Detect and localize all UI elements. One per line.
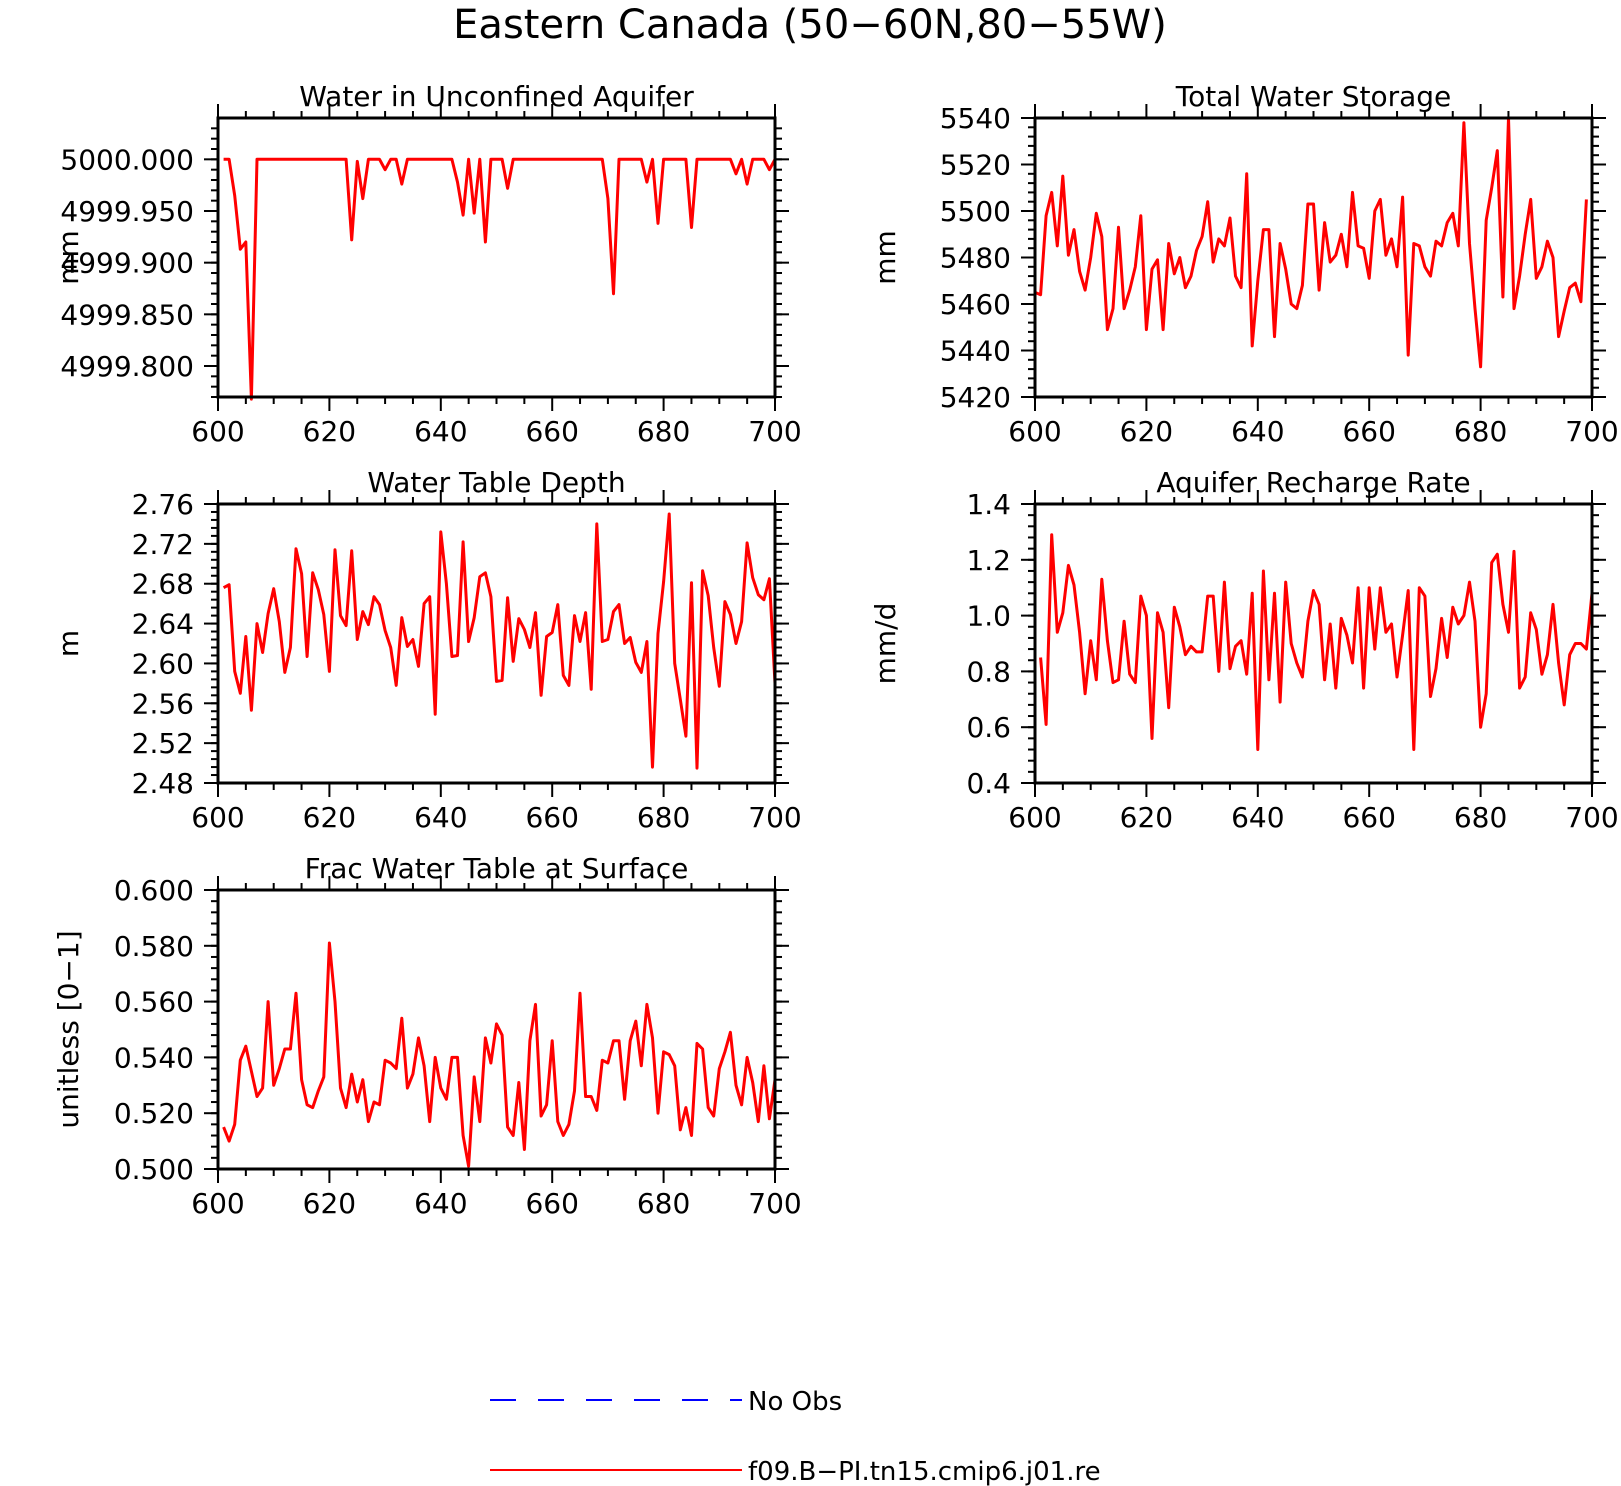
series-line [1034,116,1588,369]
y-tick-label: 0.580 [114,930,194,963]
y-tick-label: 0.560 [114,986,194,1019]
y-tick-label: 4999.950 [60,195,194,228]
x-tick-label: 600 [191,801,244,834]
y-tick-label: 5420 [940,381,1011,414]
plot-frame [216,116,777,399]
x-tick-label: 600 [191,415,244,448]
y-tick-label: 5480 [940,242,1011,275]
y-tick-label: 0.540 [114,1041,194,1074]
x-tick-label: 620 [303,1187,356,1220]
y-tick-label: 2.48 [132,767,194,800]
series-line [222,512,777,770]
x-tick-label: 700 [748,801,801,834]
x-tick-label: 640 [1231,415,1284,448]
y-tick-label: 2.68 [132,568,194,601]
y-axis-label: mm [52,230,85,285]
legend: No Obs f09.B−PI.tn15.cmip6.j01.re [490,1387,1101,1486]
x-tick-label: 660 [525,415,578,448]
y-tick-label: 0.6 [966,711,1011,744]
y-tick-label: 4999.900 [60,247,194,280]
y-axis-label: mm/d [869,603,902,685]
y-tick-label: 2.60 [132,647,194,680]
y-tick-label: 0.520 [114,1097,194,1130]
x-tick-label: 620 [1120,801,1173,834]
series-line [222,941,777,1168]
panel-water-in-unconfined-aquifer: Water in Unconfined Aquifer mm 600 620 640 66… [52,80,802,448]
panel-frac-water-table-at-surface: Frac Water Table at Surface unitless [0−1… [52,852,802,1220]
y-tick-label: 1.2 [966,544,1011,577]
y-tick-label: 0.8 [966,655,1011,688]
x-tick-label: 600 [1008,801,1061,834]
x-tick-label: 660 [525,801,578,834]
y-tick-label: 2.52 [132,727,194,760]
y-tick-label: 2.76 [132,488,194,521]
legend-obs-label: No Obs [748,1387,842,1417]
x-tick-label: 620 [1120,415,1173,448]
y-axis-label: unitless [0−1] [52,930,85,1128]
x-tick-label: 700 [748,1187,801,1220]
y-tick-label: 1.0 [966,600,1011,633]
x-tick-label: 600 [191,1187,244,1220]
y-axis-label: mm [869,230,902,285]
y-tick-label: 1.4 [966,488,1011,521]
x-tick-label: 680 [637,801,690,834]
y-tick-label: 5440 [940,335,1011,368]
series-line [223,157,777,401]
panel-title: Water Table Depth [367,466,625,499]
figure-title: Eastern Canada (50−60N,80−55W) [453,2,1167,48]
y-tick-label: 2.64 [132,608,194,641]
x-tick-label: 640 [414,1187,467,1220]
x-tick-label: 680 [1454,415,1507,448]
panel-title: Aquifer Recharge Rate [1156,466,1470,499]
y-tick-label: 5000.000 [60,143,194,176]
legend-model-label: f09.B−PI.tn15.cmip6.j01.re [748,1457,1101,1486]
x-tick-label: 660 [1342,801,1395,834]
y-tick-label: 4999.850 [60,298,194,331]
panel-total-water-storage: Total Water Storage mm 600 620 640 660 680 700 5… [869,80,1619,448]
panel-title: Water in Unconfined Aquifer [299,80,694,113]
x-tick-label: 660 [1342,415,1395,448]
y-tick-label: 0.500 [114,1153,194,1186]
x-tick-label: 640 [1231,801,1284,834]
x-tick-label: 700 [1565,801,1618,834]
x-tick-label: 680 [1454,801,1507,834]
plot-frame [216,502,777,785]
y-axis-label: m [52,630,85,657]
y-tick-label: 0.600 [114,874,194,907]
panel-aquifer-recharge-rate: Aquifer Recharge Rate mm/d 600 620 640 660 680… [869,466,1619,834]
y-tick-label: 5520 [940,149,1011,182]
plot-frame [1033,116,1594,399]
plot-frame [1033,502,1594,785]
x-tick-label: 620 [303,801,356,834]
x-tick-label: 680 [637,1187,690,1220]
chart-panels: Water in Unconfined Aquifer mm 600 620 640 66… [52,80,1619,1220]
y-tick-label: 5540 [940,102,1011,135]
x-tick-label: 660 [525,1187,578,1220]
x-tick-label: 680 [637,415,690,448]
y-tick-label: 2.72 [132,528,194,561]
x-tick-label: 700 [748,415,801,448]
plot-frame [216,888,777,1171]
y-tick-label: 4999.800 [60,350,194,383]
panel-water-table-depth: Water Table Depth m 600 620 640 660 680 700 2.48… [52,466,802,834]
x-tick-label: 640 [414,415,467,448]
y-tick-label: 2.56 [132,687,194,720]
panel-title: Frac Water Table at Surface [305,852,689,885]
x-tick-label: 600 [1008,415,1061,448]
panel-title: Total Water Storage [1175,80,1452,113]
y-tick-label: 0.4 [966,767,1011,800]
x-tick-label: 620 [303,415,356,448]
y-tick-label: 5500 [940,195,1011,228]
y-tick-label: 5460 [940,288,1011,321]
series-line [1039,533,1594,751]
x-tick-label: 640 [414,801,467,834]
x-tick-label: 700 [1565,415,1618,448]
